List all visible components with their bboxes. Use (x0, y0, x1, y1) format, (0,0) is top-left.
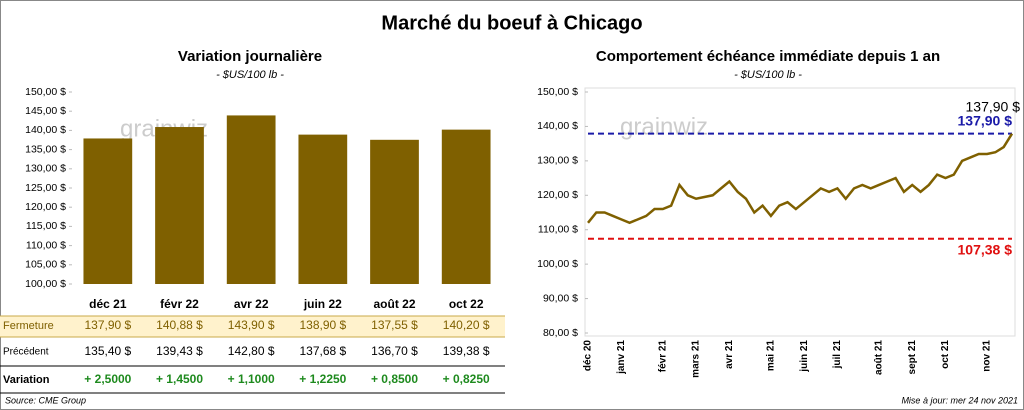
end-label: 137,90 $ (966, 98, 1021, 114)
bar (298, 134, 348, 284)
source: Source: CME Group (5, 395, 86, 405)
x-tick-label: déc 20 (583, 340, 594, 372)
cell: 136,70 $ (371, 344, 418, 358)
watermark: grainwiz (620, 113, 708, 140)
cell: 139,43 $ (156, 344, 203, 358)
y-tick-label: 110,00 $ (538, 223, 578, 235)
y-tick-label: 90,00 $ (543, 292, 578, 304)
x-tick-label: mars 21 (691, 340, 702, 378)
cell: 135,40 $ (84, 344, 131, 358)
cell: 139,38 $ (443, 344, 490, 358)
y-tick-label: 120,00 $ (25, 201, 66, 213)
x-tick-label: janv 21 (616, 340, 627, 375)
row-label: Fermeture (3, 320, 54, 332)
x-tick-label: juil 21 (832, 340, 843, 370)
y-tick-label: 110,00 $ (26, 239, 66, 251)
reference-label: 107,38 $ (958, 241, 1013, 257)
cell: 142,80 $ (228, 344, 275, 358)
cell: 137,55 $ (371, 318, 418, 332)
y-tick-label: 130,00 $ (537, 155, 578, 167)
chart-title: Variation journalière (178, 48, 322, 65)
cell: + 1,2250 (299, 372, 346, 386)
y-tick-label: 80,00 $ (543, 327, 578, 339)
price-line (587, 133, 1014, 225)
x-tick-label: mai 21 (766, 340, 777, 372)
cell: 137,68 $ (299, 344, 346, 358)
main-title: Marché du boeuf à Chicago (381, 12, 642, 34)
chart-title: Comportement échéance immédiate depuis 1… (596, 48, 940, 65)
cell: + 0,8250 (443, 372, 490, 386)
y-tick-label: 120,00 $ (537, 189, 578, 201)
bar (370, 139, 419, 284)
cell: 143,90 $ (228, 318, 275, 332)
x-tick-label: oct 21 (940, 340, 951, 369)
x-tick-label: oct 22 (449, 297, 484, 311)
y-tick-label: 105,00 $ (25, 259, 66, 271)
bar (441, 129, 491, 284)
x-tick-label: avr 21 (724, 340, 735, 369)
y-tick-label: 130,00 $ (25, 163, 66, 175)
x-tick-label: févr 21 (657, 340, 668, 373)
y-tick-label: 100,00 $ (537, 258, 578, 270)
y-tick-label: 100,00 $ (25, 278, 66, 290)
y-tick-label: 115,00 $ (26, 220, 66, 232)
cell: 140,88 $ (156, 318, 203, 332)
chart-subtitle: - $US/100 lb - (734, 69, 802, 81)
x-tick-label: juin 22 (303, 297, 342, 311)
y-tick-label: 125,00 $ (25, 182, 66, 194)
update-date: Mise à jour: mer 24 nov 2021 (901, 395, 1018, 405)
x-tick-label: sept 21 (907, 340, 918, 375)
bar (226, 115, 276, 284)
y-tick-label: 150,00 $ (25, 86, 66, 98)
bar (155, 127, 204, 284)
reference-label: 137,90 $ (958, 112, 1013, 128)
x-tick-label: févr 22 (160, 297, 199, 311)
cell: 140,20 $ (443, 318, 490, 332)
cell: + 1,4500 (156, 372, 203, 386)
y-tick-label: 150,00 $ (537, 86, 578, 98)
bar (83, 138, 133, 284)
y-tick-label: 135,00 $ (25, 143, 66, 155)
plot-area (584, 87, 1016, 337)
chart-subtitle: - $US/100 lb - (216, 69, 284, 81)
x-tick-label: déc 21 (89, 297, 127, 311)
x-tick-label: nov 21 (982, 340, 993, 372)
cell: + 2,5000 (84, 372, 131, 386)
cell: 138,90 $ (299, 318, 346, 332)
x-tick-label: avr 22 (234, 297, 269, 311)
cell: 137,90 $ (84, 318, 131, 332)
y-tick-label: 140,00 $ (25, 124, 66, 136)
x-tick-label: août 21 (874, 340, 885, 375)
highlight-row (0, 316, 505, 337)
x-tick-label: août 22 (373, 297, 415, 311)
cell: + 0,8500 (371, 372, 418, 386)
y-tick-label: 140,00 $ (537, 120, 578, 132)
y-tick-label: 145,00 $ (25, 105, 66, 117)
x-tick-label: juin 21 (799, 340, 810, 373)
row-label: Précédent (3, 347, 49, 358)
cell: + 1,1000 (228, 372, 275, 386)
row-label: Variation (3, 374, 50, 386)
